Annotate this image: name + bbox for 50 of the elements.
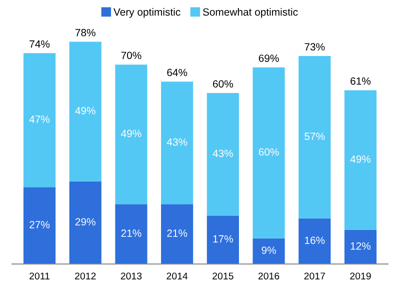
bar: [344, 230, 377, 264]
data-label: 9%: [262, 246, 276, 254]
total-label: 73%: [304, 43, 325, 51]
x-tick-label: 2013: [120, 272, 142, 280]
bar: [23, 53, 56, 188]
x-tick-label: 2015: [212, 272, 234, 280]
data-label: 49%: [350, 155, 371, 163]
x-tick-label: 2014: [166, 272, 188, 280]
bar: [161, 82, 194, 204]
data-label: 29%: [75, 218, 96, 226]
data-label: 43%: [212, 150, 233, 158]
total-label: 74%: [30, 40, 50, 48]
total-label: 78%: [75, 28, 96, 36]
data-label: 21%: [167, 230, 188, 237]
data-label: 43%: [166, 138, 188, 146]
data-label: 17%: [213, 235, 233, 243]
legend-label: Somewhat optimistic: [202, 8, 298, 18]
bar: [298, 218, 331, 264]
x-tick-label: 2011: [30, 272, 50, 280]
bar: [115, 64, 148, 204]
bar: [298, 56, 331, 218]
bar: [206, 216, 239, 264]
data-label: 47%: [29, 116, 50, 123]
total-label: 61%: [350, 77, 371, 85]
bar: [115, 204, 148, 264]
bar: [252, 67, 285, 238]
data-label: 49%: [75, 107, 96, 114]
bar: [161, 204, 194, 264]
x-tick-label: 2019: [350, 272, 371, 280]
total-label: 64%: [167, 68, 188, 76]
x-tick-label: 2012: [75, 272, 96, 280]
bar: [252, 238, 285, 264]
bar: [69, 42, 102, 182]
data-label: 27%: [30, 220, 50, 228]
data-label: 16%: [305, 236, 325, 244]
legend-label: Very optimistic: [114, 8, 180, 18]
total-label: 60%: [213, 80, 233, 88]
bar: [206, 93, 239, 216]
x-tick-label: 2017: [304, 272, 325, 280]
total-label: 69%: [258, 54, 279, 62]
bar: [69, 181, 102, 264]
data-label: 12%: [350, 242, 371, 250]
total-label: 70%: [121, 52, 142, 60]
data-label: 21%: [121, 230, 142, 237]
data-label: 57%: [304, 132, 325, 140]
data-label: 49%: [121, 130, 142, 138]
data-label: 60%: [258, 148, 279, 156]
bar: [23, 187, 56, 264]
x-tick-label: 2016: [258, 272, 280, 280]
bar: [344, 90, 377, 230]
